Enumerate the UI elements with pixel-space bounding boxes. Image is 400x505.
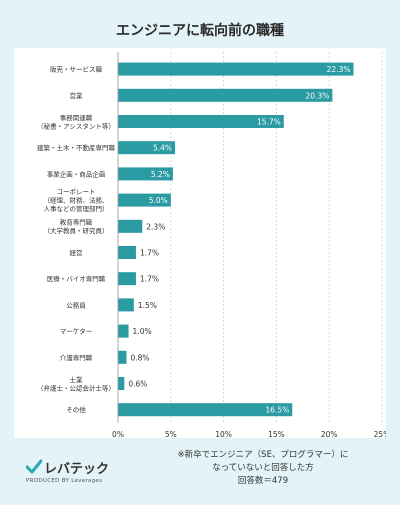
bar xyxy=(118,377,125,390)
bar xyxy=(118,298,134,312)
chart-title: エンジニアに転向前の職種 xyxy=(116,23,284,39)
category-label: その他 xyxy=(66,405,86,414)
category-label: 事務関連職（秘書・アシスタント等） xyxy=(37,113,115,131)
value-label: 5.4% xyxy=(153,144,172,153)
category-label: 公務員 xyxy=(66,300,86,309)
value-label: 5.2% xyxy=(151,170,170,179)
value-label: 5.0% xyxy=(149,196,168,205)
category-label: 教育専門職（大学教員・研究員） xyxy=(44,218,109,236)
x-tick-label: 20% xyxy=(321,430,338,438)
bar xyxy=(118,350,127,364)
bar xyxy=(118,219,143,233)
bar xyxy=(118,403,293,417)
check-arrow-icon xyxy=(26,459,42,474)
bar-chart: 0% 5% 10% 15% 20% 25% 販売・サービス職 22.3% 営業 20.3% 事務関連… xyxy=(37,52,390,439)
footnote-line-2: なっていないと回答した方 xyxy=(212,463,314,473)
value-label: 1.7% xyxy=(140,249,159,258)
value-label: 16.5% xyxy=(265,406,289,415)
value-label: 1.5% xyxy=(138,301,157,310)
bar xyxy=(118,246,136,259)
category-label: コーポレート（経理、財務、法務、人事などの管理部門） xyxy=(44,188,109,213)
bar xyxy=(118,88,333,102)
value-label: 1.7% xyxy=(140,275,159,284)
footnote: ※新卒でエンジニア（SE、プログラマー）に なっていないと回答した方 回答数＝4… xyxy=(148,449,378,488)
bar xyxy=(118,141,176,155)
x-tick-label: 0% xyxy=(112,430,124,438)
x-tick-label: 25% xyxy=(374,430,386,438)
category-label: 医療・バイオ専門職 xyxy=(47,274,106,283)
value-label: 22.3% xyxy=(327,65,351,74)
logo-tagline: PRODUCED BY Leverages xyxy=(26,478,103,484)
footnote-line-1: ※新卒でエンジニア（SE、プログラマー）に xyxy=(177,450,349,460)
category-label: 営業 xyxy=(70,91,84,100)
category-label: 介護専門職 xyxy=(60,353,93,362)
category-label: 建築・土木・不動産専門職 xyxy=(37,143,116,152)
logo-name: レバテック xyxy=(44,462,110,477)
value-label: 1.0% xyxy=(133,327,152,336)
logo: レバテック PRODUCED BY Leverages xyxy=(26,458,136,494)
category-label: 事業企画・商品企画 xyxy=(47,169,106,178)
x-tick-label: 5% xyxy=(165,430,177,438)
category-label: 経営 xyxy=(70,248,83,257)
category-label: 士業（弁護士・公認会計士等） xyxy=(37,375,115,393)
bar xyxy=(118,193,171,207)
bar xyxy=(118,115,284,128)
value-label: 20.3% xyxy=(306,91,330,100)
bar xyxy=(118,324,129,338)
bar xyxy=(118,167,173,181)
x-tick-label: 10% xyxy=(215,430,232,438)
category-label: マーケター xyxy=(60,327,93,336)
footnote-line-3: 回答数＝479 xyxy=(237,476,289,486)
value-label: 2.3% xyxy=(146,222,165,231)
bar xyxy=(118,62,354,76)
value-label: 0.8% xyxy=(130,353,149,362)
value-label: 0.6% xyxy=(128,380,147,389)
x-tick-label: 15% xyxy=(268,430,285,438)
chart-panel: 0% 5% 10% 15% 20% 25% 販売・サービス職 22.3% 営業 20.3% 事務関連… xyxy=(14,48,390,439)
bar xyxy=(118,272,136,286)
category-label: 販売・サービス職 xyxy=(50,65,103,74)
value-label: 15.7% xyxy=(257,118,281,127)
